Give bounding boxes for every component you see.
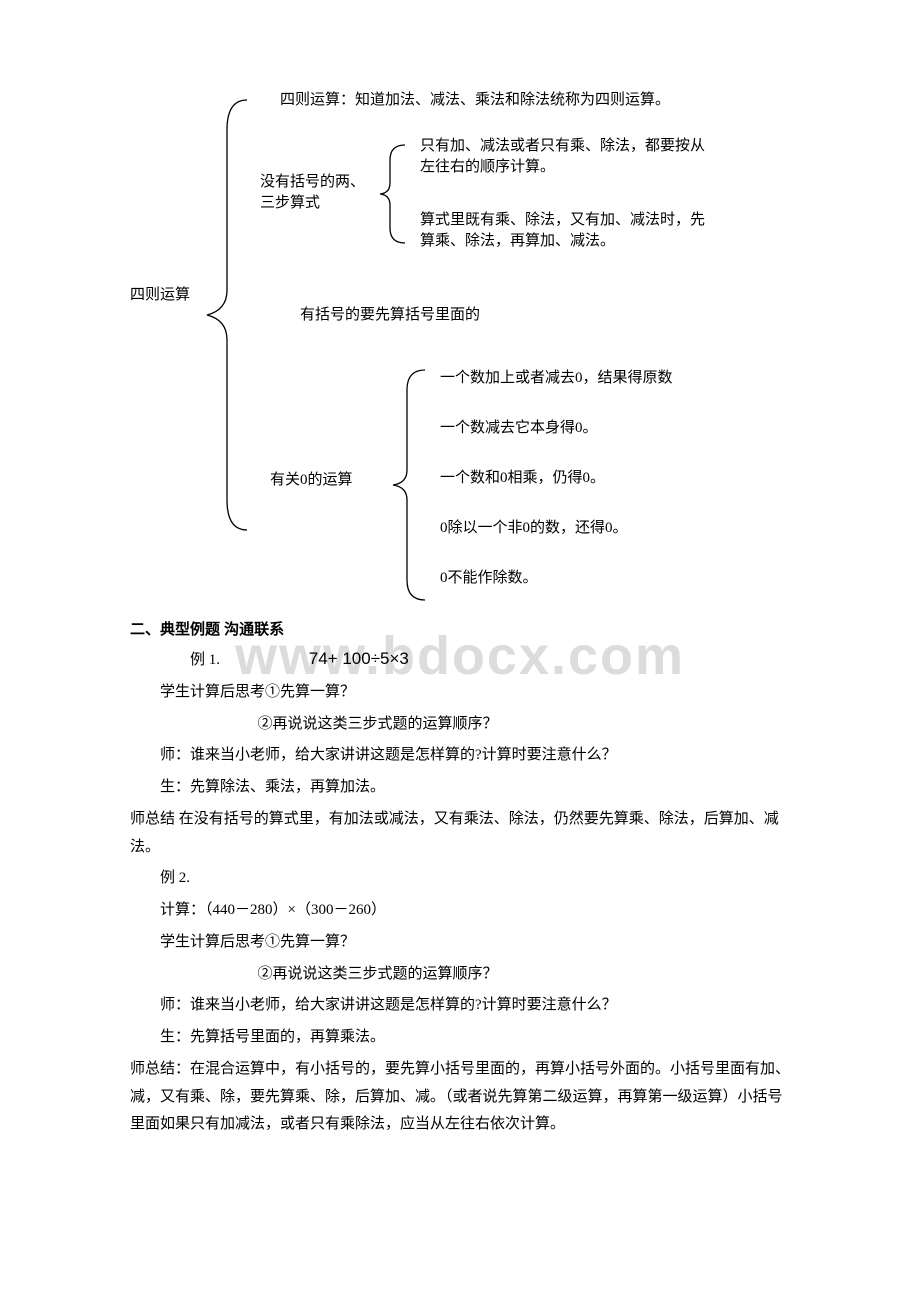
diagram-zero-rule5: 0不能作除数。 <box>440 568 538 589</box>
ex2-line3: ②再说说这类三步式题的运算顺序？ <box>130 961 790 989</box>
ex2-line5: 生：先算括号里面的，再算乘法。 <box>130 1024 790 1052</box>
ex2-summary: 师总结：在混合运算中，有小括号的，要先算小括号里面的，再算小括号外面的。小括号里… <box>130 1056 790 1139</box>
ex2-line4: 师：谁来当小老师，给大家讲讲这题是怎样算的?计算时要注意什么？ <box>130 992 790 1020</box>
diagram-node-zero: 有关0的运算 <box>270 470 353 491</box>
ex1-line1: 学生计算后思考①先算一算？ <box>130 679 790 707</box>
ex1-label: 例 1. <box>160 647 220 675</box>
example-1: 例 1. 74+ 100÷5×3 学生计算后思考①先算一算？ ②再说说这类三步式… <box>130 643 790 861</box>
diagram-zero-rule3: 一个数和0相乘，仍得0。 <box>440 468 605 489</box>
diagram-zero-rule2: 一个数减去它本身得0。 <box>440 418 598 439</box>
brace-zero <box>385 370 430 600</box>
ex1-formula: 74+ 100÷5×3 <box>279 643 409 674</box>
diagram-root: 四则运算 <box>130 285 190 306</box>
diagram-zero-rule4: 0除以一个非0的数，还得0。 <box>440 518 628 539</box>
ex1-summary: 师总结 在没有括号的算式里，有加法或减法，又有乘法、除法，仍然要先算乘、除法，后… <box>130 806 790 862</box>
diagram-node-no-paren: 没有括号的两、三步算式 <box>260 172 375 214</box>
ex2-label: 例 2. <box>130 865 790 893</box>
concept-diagram: 四则运算 四则运算：知道加法、减法、乘法和除法统称为四则运算。 没有括号的两、三… <box>130 90 790 600</box>
brace-main <box>192 100 252 530</box>
brace-no-paren <box>375 145 410 243</box>
ex1-line3: 师：谁来当小老师，给大家讲讲这题是怎样算的?计算时要注意什么？ <box>130 742 790 770</box>
ex1-line4: 生：先算除法、乘法，再算加法。 <box>130 774 790 802</box>
diagram-zero-rule1: 一个数加上或者减去0，结果得原数 <box>440 368 673 389</box>
ex2-line1: 计算：（440－280）×（300－260） <box>130 897 790 925</box>
ex1-line2: ②再说说这类三步式题的运算顺序？ <box>130 711 790 739</box>
diagram-no-paren-rule1: 只有加、减法或者只有乘、除法，都要按从左往右的顺序计算。 <box>420 136 710 178</box>
diagram-paren-rule: 有括号的要先算括号里面的 <box>300 305 480 326</box>
example-2: 例 2. 计算：（440－280）×（300－260） 学生计算后思考①先算一算… <box>130 865 790 1139</box>
ex2-line2: 学生计算后思考①先算一算？ <box>130 929 790 957</box>
section-title: 二、典型例题 沟通联系 <box>130 618 790 639</box>
diagram-no-paren-rule2: 算式里既有乘、除法，又有加、减法时，先算乘、除法，再算加、减法。 <box>420 210 710 252</box>
diagram-definition: 四则运算：知道加法、减法、乘法和除法统称为四则运算。 <box>280 90 670 111</box>
page-content: 四则运算 四则运算：知道加法、减法、乘法和除法统称为四则运算。 没有括号的两、三… <box>130 90 790 1139</box>
